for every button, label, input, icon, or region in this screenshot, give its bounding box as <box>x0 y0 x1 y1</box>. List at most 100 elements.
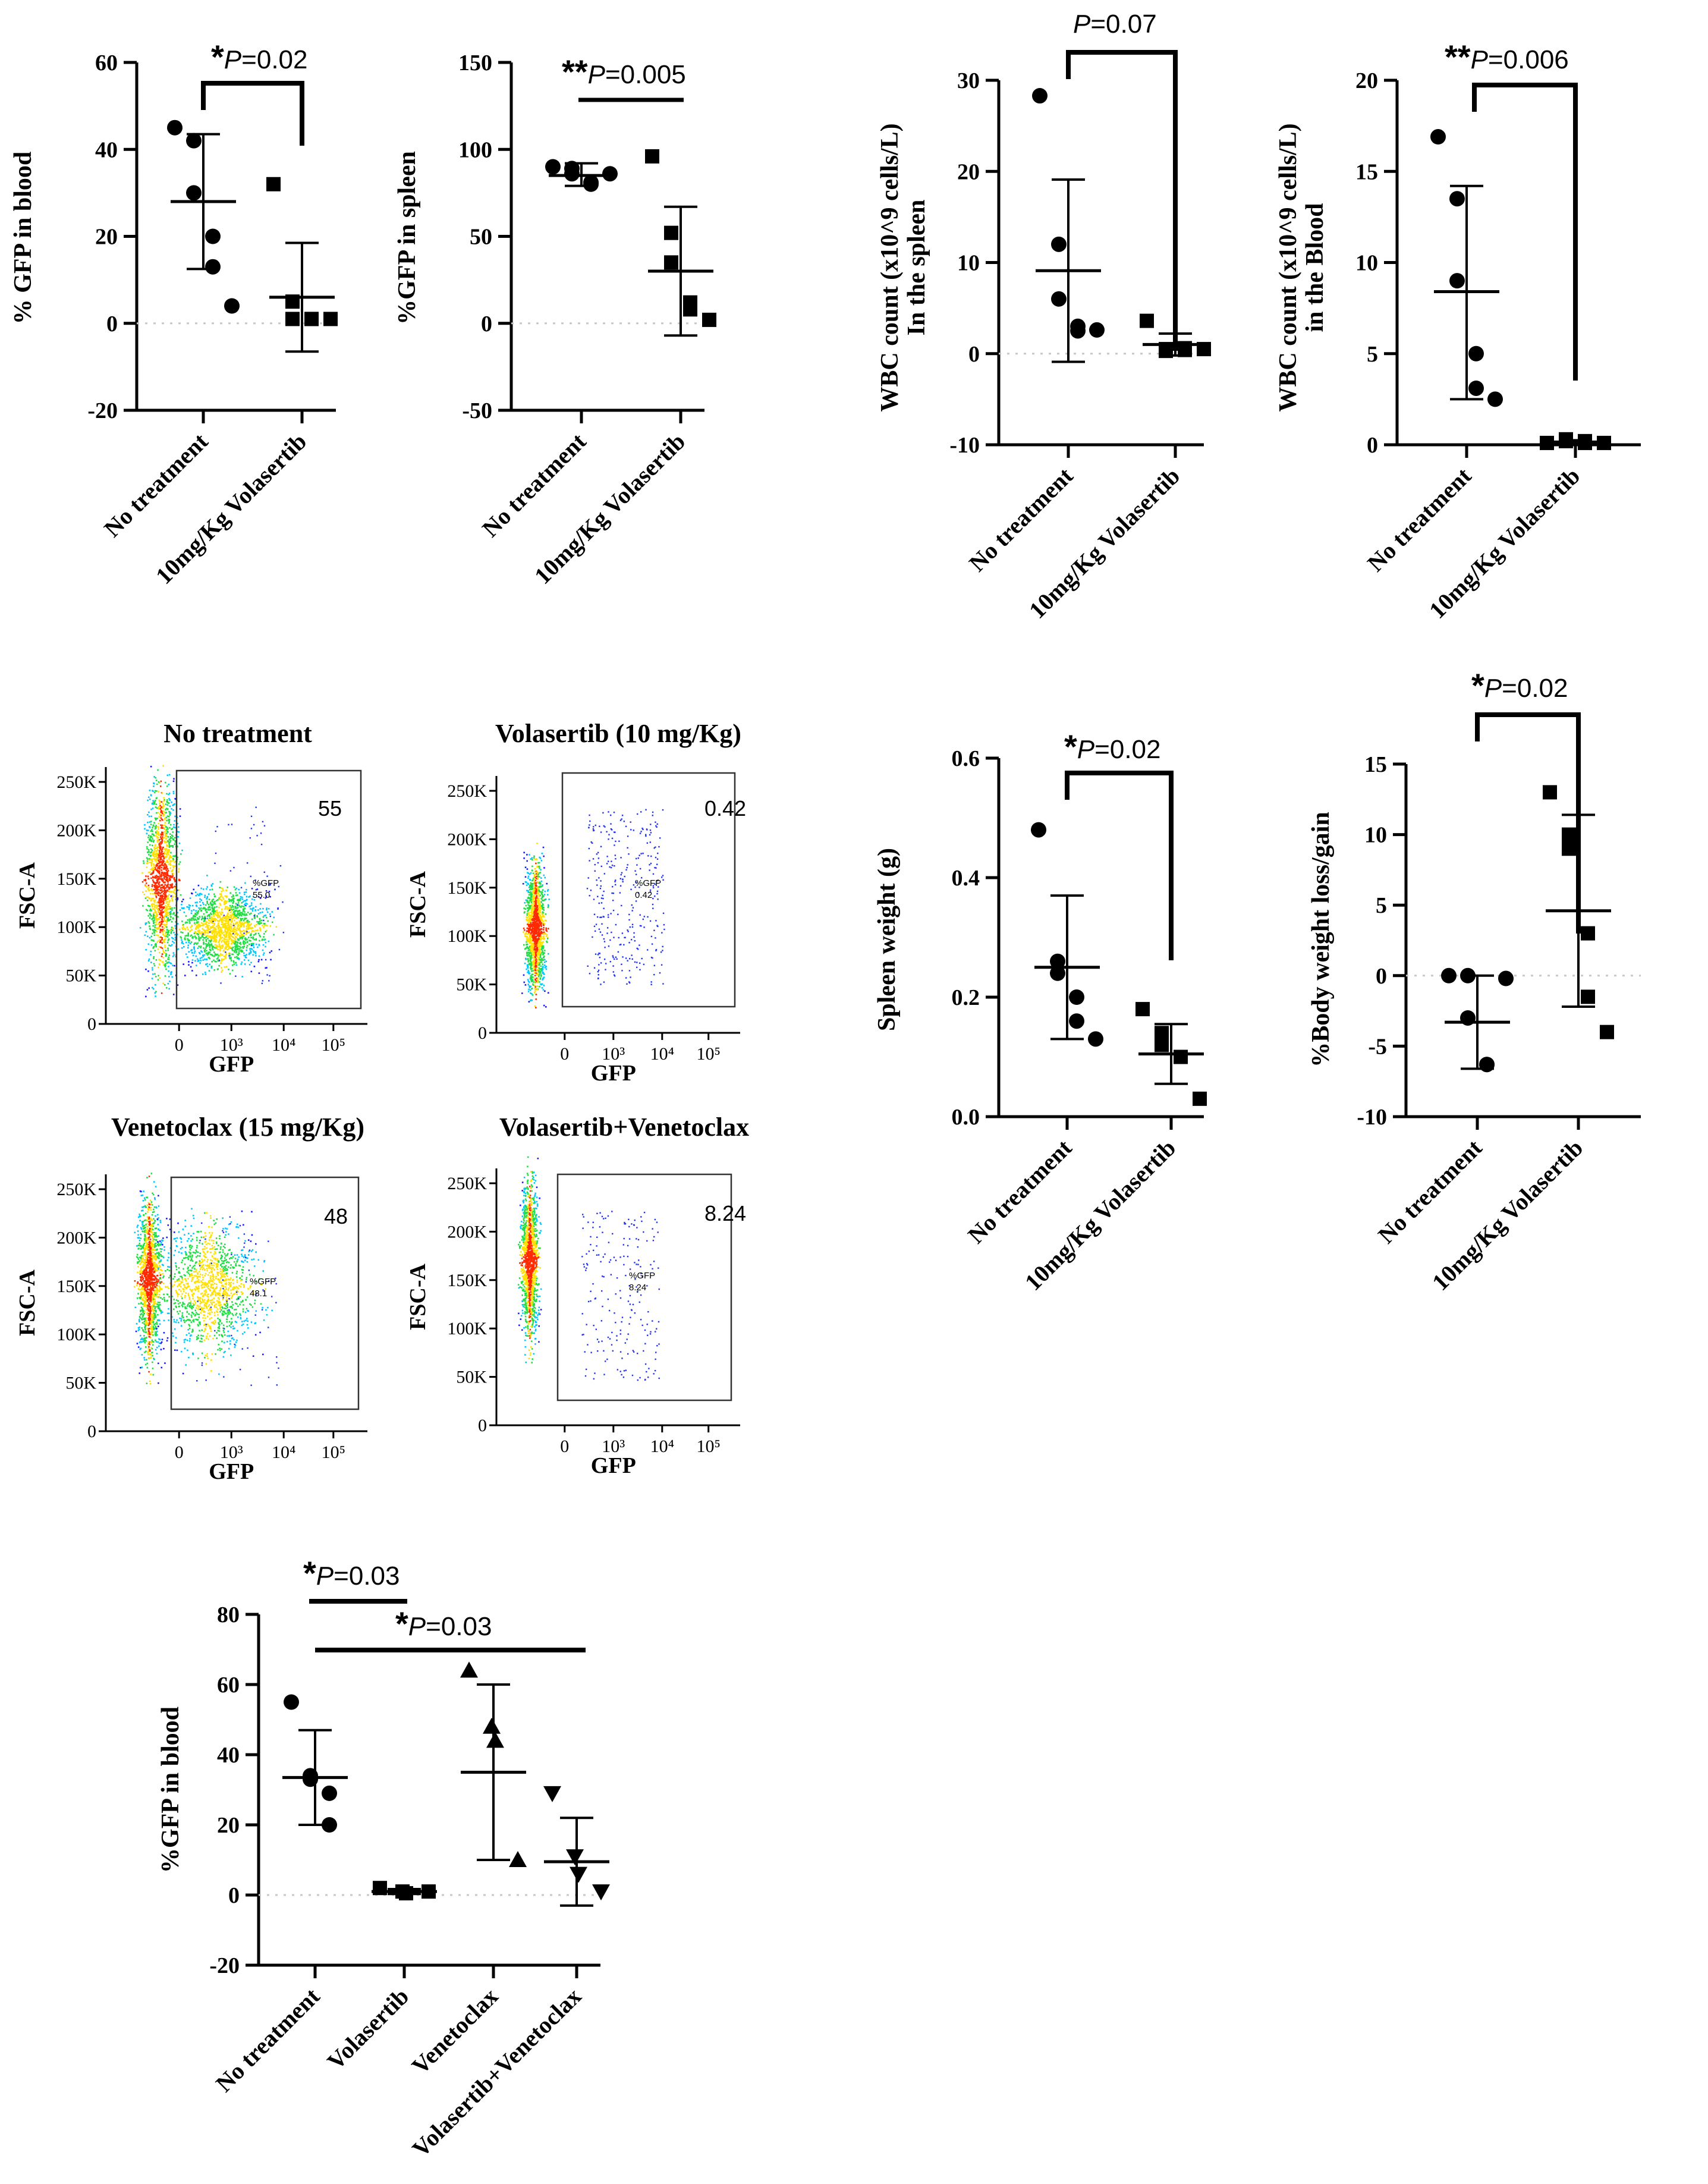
event <box>533 949 536 951</box>
event <box>660 951 662 953</box>
event <box>168 890 171 893</box>
event <box>652 873 655 875</box>
event <box>541 947 543 950</box>
event <box>187 928 189 931</box>
event <box>651 943 653 945</box>
event <box>156 863 159 865</box>
event <box>173 878 175 880</box>
event <box>152 946 155 948</box>
event <box>214 920 216 922</box>
event <box>258 955 260 957</box>
event <box>165 931 168 934</box>
event <box>228 922 229 924</box>
event <box>183 946 185 948</box>
event <box>213 915 215 917</box>
event <box>156 905 159 907</box>
event <box>215 830 217 832</box>
event <box>534 953 536 955</box>
event <box>182 898 184 901</box>
event <box>153 834 155 837</box>
event <box>232 946 234 948</box>
event <box>621 904 622 907</box>
event <box>230 908 232 910</box>
event <box>166 941 169 944</box>
event <box>225 942 228 944</box>
event <box>165 932 166 935</box>
event <box>230 927 232 929</box>
event <box>212 954 213 957</box>
event <box>542 977 545 979</box>
event <box>244 911 246 913</box>
event <box>534 915 536 917</box>
event <box>540 939 542 941</box>
event <box>149 821 151 823</box>
event <box>161 894 163 897</box>
event <box>639 914 641 916</box>
event <box>208 922 210 924</box>
event <box>164 863 166 865</box>
event <box>152 824 155 827</box>
event <box>153 903 155 906</box>
event <box>150 909 152 910</box>
event <box>210 921 212 923</box>
event <box>168 976 170 978</box>
event <box>529 893 531 895</box>
event <box>169 805 171 807</box>
event <box>149 790 151 791</box>
event <box>246 945 249 947</box>
event <box>540 945 542 947</box>
event <box>529 906 530 908</box>
event <box>164 822 166 824</box>
event <box>526 933 527 935</box>
event <box>244 917 246 919</box>
event <box>262 911 263 913</box>
event <box>536 874 539 876</box>
event <box>162 933 164 935</box>
event <box>158 894 159 896</box>
event <box>203 947 205 949</box>
event <box>536 985 538 987</box>
event <box>273 934 275 936</box>
event <box>536 916 538 918</box>
event <box>173 954 175 956</box>
event <box>164 824 166 827</box>
event <box>530 949 532 951</box>
event <box>249 924 251 926</box>
y-tick-label: 20 <box>1355 68 1378 93</box>
event <box>170 916 172 918</box>
data-point <box>1581 926 1595 941</box>
event <box>149 913 151 915</box>
event <box>171 944 173 946</box>
event <box>633 932 635 934</box>
event <box>159 929 162 932</box>
event <box>224 895 227 897</box>
event <box>174 889 175 891</box>
event <box>620 857 622 859</box>
event <box>600 880 602 882</box>
event <box>161 878 163 880</box>
event <box>655 825 657 827</box>
event <box>530 1000 531 1002</box>
event <box>526 964 529 966</box>
event <box>658 846 660 848</box>
gate-name: %GFP <box>253 878 279 888</box>
event <box>645 809 647 811</box>
event <box>165 913 166 915</box>
event <box>173 932 175 934</box>
event <box>149 858 151 860</box>
event <box>655 920 657 922</box>
event <box>213 934 215 937</box>
event <box>219 897 221 898</box>
event <box>229 899 231 901</box>
y-tick-label: 0 <box>1367 433 1378 458</box>
event <box>144 922 147 925</box>
event <box>617 913 619 916</box>
event <box>148 987 150 989</box>
event <box>662 950 663 951</box>
event <box>539 904 541 906</box>
event <box>166 785 168 787</box>
event <box>193 932 196 935</box>
event <box>230 900 232 902</box>
event <box>181 900 183 903</box>
